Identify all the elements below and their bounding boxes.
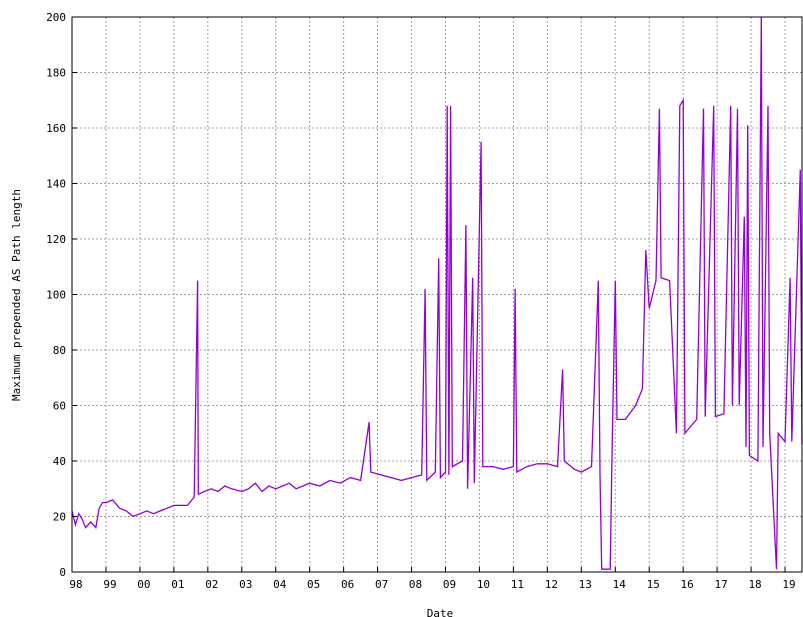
y-tick-label: 200 [46,11,66,24]
y-axis-title: Maximum prepended AS Path length [10,189,23,401]
y-tick-label: 120 [46,233,66,246]
y-tick-label: 140 [46,178,66,191]
x-tick-label: 02 [205,578,218,591]
x-tick-label: 98 [69,578,82,591]
series-line-0 [71,16,803,570]
x-tick-label: 18 [748,578,761,591]
x-tick-label: 00 [137,578,150,591]
y-tick-label: 160 [46,122,66,135]
x-tick-label: 01 [171,578,184,591]
y-tick-label: 80 [53,344,66,357]
x-tick-label: 17 [714,578,727,591]
x-tick-label: 12 [545,578,558,591]
x-tick-label: 99 [103,578,116,591]
x-tick-label: 14 [613,578,627,591]
x-tick-label: 13 [579,578,592,591]
ticks-layer: 0 20 40 60 80 100 120 140 160 180 200 98 99 00 01 02 03 0… [46,11,796,591]
y-tick-label: 180 [46,67,66,80]
grid-layer [72,17,802,572]
x-tick-label: 16 [681,578,694,591]
x-tick-label: 06 [341,578,354,591]
x-tick-label: 05 [307,578,320,591]
x-tick-label: 15 [647,578,660,591]
y-tick-label: 60 [53,400,66,413]
x-tick-label: 04 [273,578,287,591]
x-tick-label: 09 [443,578,456,591]
x-tick-label: 10 [477,578,490,591]
y-tick-label: 100 [46,289,66,302]
x-tick-label: 08 [409,578,422,591]
y-tick-label: 0 [59,566,66,579]
x-tick-label: 19 [782,578,795,591]
series-layer [71,16,803,570]
x-axis-title: Date [427,607,454,617]
x-tick-label: 07 [375,578,388,591]
x-tick-label: 11 [511,578,524,591]
y-tick-label: 40 [53,455,66,468]
x-tick-label: 03 [239,578,252,591]
y-tick-label: 20 [53,511,66,524]
